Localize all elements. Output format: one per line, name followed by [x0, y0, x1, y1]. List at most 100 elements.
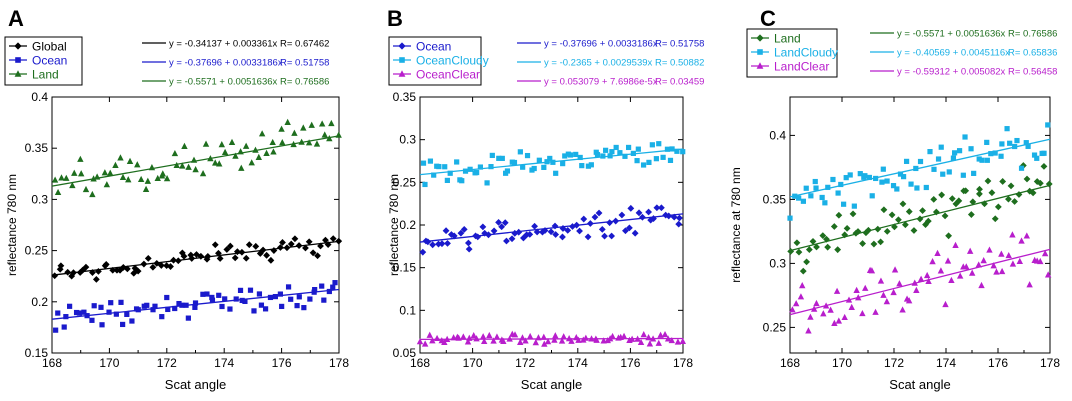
data-point	[835, 211, 843, 219]
data-point	[473, 335, 480, 342]
data-point	[941, 212, 949, 220]
data-point	[192, 166, 199, 173]
correlation-text: R= 0.03459	[655, 77, 704, 88]
data-point	[317, 242, 324, 250]
data-point	[238, 164, 245, 171]
data-point	[872, 308, 879, 315]
data-point	[524, 152, 531, 159]
fit-line	[789, 184, 1051, 252]
data-point	[142, 185, 150, 192]
data-point	[278, 125, 285, 132]
data-point	[674, 148, 680, 154]
data-point	[568, 337, 575, 344]
data-point	[178, 249, 186, 257]
data-point	[258, 130, 266, 137]
data-point	[984, 139, 990, 145]
y-tick-label: 0.25	[25, 244, 49, 258]
data-point	[531, 165, 537, 172]
data-point	[416, 338, 424, 345]
data-point	[580, 215, 588, 223]
data-point	[436, 163, 442, 170]
data-point	[149, 263, 157, 271]
legend-marker	[398, 70, 406, 77]
data-point	[490, 337, 497, 344]
data-point	[993, 268, 1000, 275]
data-point	[216, 160, 223, 167]
data-point	[675, 220, 683, 228]
data-point	[595, 209, 603, 217]
data-point	[857, 171, 863, 177]
legend-marker	[398, 42, 406, 50]
data-point	[834, 246, 842, 254]
data-point	[552, 332, 559, 339]
data-point	[279, 303, 285, 310]
data-point	[894, 186, 900, 192]
data-point	[89, 317, 95, 323]
data-point	[216, 255, 224, 262]
legend-label: OceanCloudy	[416, 54, 489, 68]
data-point	[498, 223, 506, 231]
data-point	[808, 193, 814, 199]
data-point	[216, 292, 222, 298]
fit-line	[789, 248, 1051, 316]
legend-label: Ocean	[32, 54, 67, 68]
data-point	[579, 163, 585, 169]
data-point	[267, 256, 275, 264]
data-point	[1040, 163, 1048, 170]
data-point	[427, 158, 434, 164]
data-point	[152, 303, 158, 309]
correlation-text: R= 0.51758	[655, 39, 704, 50]
data-point	[144, 177, 152, 184]
fit-line	[51, 288, 340, 320]
data-point	[576, 227, 583, 235]
data-point	[934, 249, 941, 256]
data-point	[129, 318, 135, 324]
data-point	[859, 240, 866, 247]
correlation-text: R= 0.51758	[280, 58, 329, 69]
legend-label: Land	[32, 68, 59, 82]
series-landcloudy	[787, 122, 1051, 221]
data-point	[626, 224, 633, 232]
data-point	[978, 281, 985, 289]
data-point	[144, 254, 152, 262]
x-axis-label: Scat angle	[521, 377, 582, 392]
data-point	[81, 309, 87, 315]
data-point	[532, 338, 539, 346]
data-point	[496, 155, 502, 161]
data-point	[541, 164, 547, 170]
data-point	[661, 330, 669, 338]
data-point	[255, 153, 263, 160]
data-point	[899, 200, 907, 208]
data-point	[862, 284, 869, 291]
data-point	[653, 204, 661, 212]
data-point	[465, 245, 473, 253]
data-point	[620, 332, 628, 339]
data-point	[426, 331, 433, 338]
equation-text: y = -0.59312 + 0.005082x	[897, 67, 1006, 78]
data-point	[838, 181, 844, 188]
data-point	[503, 237, 510, 245]
data-point	[305, 238, 313, 246]
panel-letter: A	[8, 6, 24, 31]
data-point	[159, 314, 165, 320]
data-point	[484, 180, 490, 186]
series-oceancloudy	[419, 141, 686, 188]
y-tick-label: 0.3	[31, 192, 48, 206]
data-point	[318, 120, 326, 127]
data-point	[490, 227, 498, 235]
data-point	[674, 338, 682, 345]
data-point	[647, 216, 655, 224]
data-point	[51, 176, 59, 183]
data-point	[658, 204, 665, 212]
data-point	[922, 221, 929, 228]
data-point	[618, 211, 626, 219]
data-point	[938, 191, 946, 199]
data-point	[98, 304, 104, 310]
data-point	[179, 162, 186, 169]
data-point	[1029, 189, 1037, 197]
data-point	[308, 121, 315, 128]
data-point	[792, 300, 800, 307]
data-point	[433, 334, 441, 342]
data-point	[895, 216, 902, 224]
